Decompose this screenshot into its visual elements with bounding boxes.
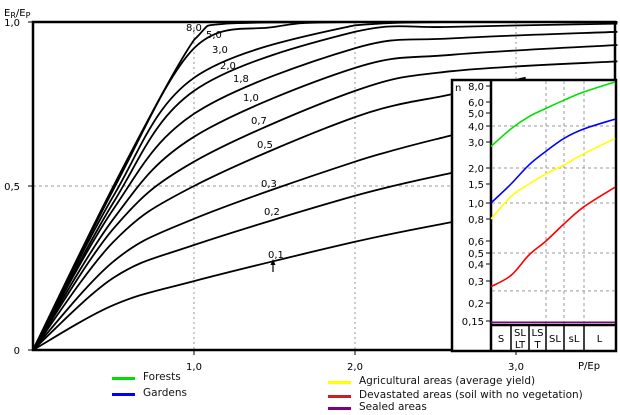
soil-class-label: LT [515, 340, 526, 351]
inset-curve-devastated [490, 186, 616, 288]
curve-label: 1,8 [233, 74, 249, 85]
inset-y-tick-label: 1,0 [468, 199, 484, 210]
main-axis-ticks: 1,0 2,0 3,0 0 0,5 1,0 [4, 18, 524, 373]
curve-label: 8,0 [186, 23, 202, 34]
inset-y-tick-label: 1,5 [468, 180, 484, 191]
y-tick-label: 0 [14, 346, 20, 357]
x-tick-label: 2,0 [347, 362, 363, 373]
x-tick-label: 3,0 [508, 362, 524, 373]
soil-class-label: T [533, 340, 541, 351]
x-tick-label: 1,0 [186, 362, 202, 373]
soil-class-label: LS [532, 328, 544, 339]
legend-label: Agricultural areas (average yield) [359, 375, 536, 387]
inset-y-tick-label: 5,0 [468, 109, 484, 120]
inset-y-tick-label: 0,6 [468, 237, 484, 248]
legend-label: Forests [143, 371, 181, 383]
legend-label: Gardens [143, 387, 187, 399]
arrow-icon [270, 259, 276, 272]
curve-label: 1,0 [243, 93, 259, 104]
inset-y-tick-label: 4,0 [468, 122, 484, 133]
inset-curve-gardens [490, 118, 616, 204]
curve-n-0-1 [32, 221, 452, 351]
inset-y-tick-label: 0,2 [468, 299, 484, 310]
legend-label: Devastated areas (soil with no vegetatio… [359, 389, 583, 401]
curve-label: 5,0 [206, 30, 222, 41]
curve-n-1-0 [32, 44, 618, 351]
soil-class-label: SL [549, 334, 561, 345]
inset-curve-agricultural [490, 137, 616, 220]
soil-class-label: S [498, 334, 504, 345]
curve-label: 3,0 [212, 45, 228, 56]
y-axis-label: ER/EP [4, 8, 31, 20]
legend-label: Sealed areas [359, 401, 427, 413]
inset-y-tick-label: 2,0 [468, 164, 484, 175]
inset-curve-forests [490, 81, 616, 148]
legend-swatch [112, 393, 135, 396]
inset-chart: 8,0 6,05,0 4,0 3,0 2,0 1,5 1,0 0,8 0,60,50,4 0,3 0… [450, 78, 618, 353]
main-grid [33, 22, 615, 350]
inset-y-axis-label: n [455, 83, 461, 94]
inset-axis-ticks: 8,0 6,05,0 4,0 3,0 2,0 1,5 1,0 0,8 0,60,50,4 0,3 0… [462, 82, 491, 328]
curve-n-1-8 [32, 30, 618, 351]
x-axis-label: P/Ep [578, 361, 600, 372]
inset-y-tick-label: 8,0 [468, 82, 484, 93]
curve-label: 0,5 [257, 140, 273, 151]
inset-y-tick-label: 0,8 [468, 215, 484, 226]
legend-swatch [328, 407, 351, 410]
curve-n-2-0 [32, 22, 618, 351]
inset-y-tick-label: 0,3 [468, 277, 484, 288]
soil-class-label: sL [569, 334, 580, 345]
curve-n-0-2 [32, 172, 452, 351]
curve-n-0-7 [32, 60, 618, 351]
legend-swatch [328, 381, 351, 384]
legend-swatch [112, 377, 135, 380]
inset-y-tick-label: 0,5 [468, 249, 484, 260]
curve-n-0-3 [32, 134, 452, 351]
y-tick-label: 1,0 [4, 18, 20, 29]
inset-y-tick-label: 0,15 [462, 317, 484, 328]
curve-label: 0,7 [251, 116, 267, 127]
curve-label: 0,1 [268, 250, 284, 261]
inset-curves [490, 81, 616, 324]
inset-frame [450, 78, 618, 353]
curve-labels: 0,1 0,2 0,3 0,5 0,7 1,0 1,8 2,0 3,0 5,0 8,0 [186, 23, 284, 261]
y-tick-label: 0,5 [4, 182, 20, 193]
curve-label: 2,0 [220, 61, 236, 72]
soil-class-label: L [597, 334, 603, 345]
legend-swatch [328, 395, 351, 398]
inset-y-tick-label: 3,0 [468, 138, 484, 149]
inset-y-tick-label: 6,0 [468, 98, 484, 109]
soil-class-label: SL [514, 328, 526, 339]
inset-y-tick-label: 0,4 [468, 260, 484, 271]
curve-label: 0,3 [261, 179, 277, 190]
curve-label: 0,2 [264, 207, 280, 218]
